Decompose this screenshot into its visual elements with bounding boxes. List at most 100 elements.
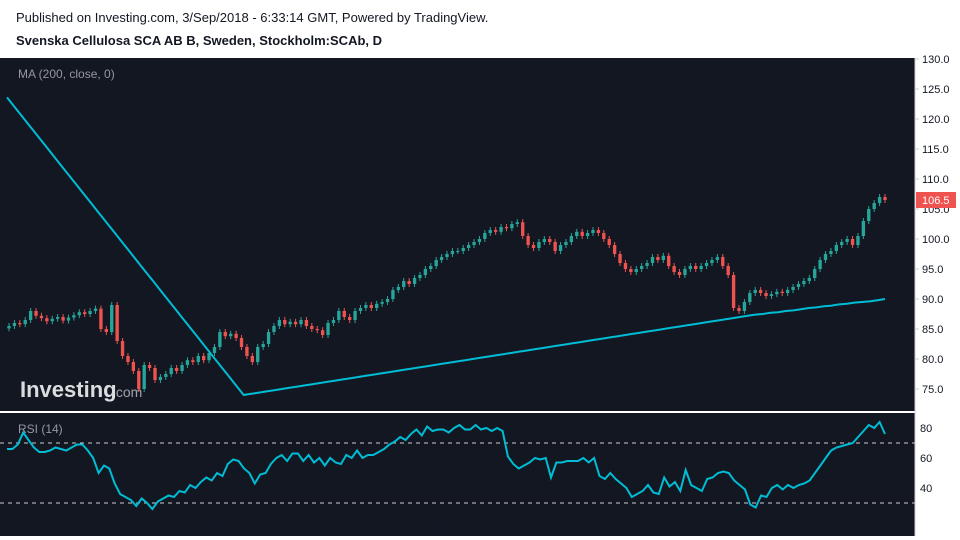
candlestick-series	[7, 194, 887, 392]
candle-body	[185, 360, 190, 365]
chart-background	[0, 58, 915, 536]
time-tick-label: Aug	[756, 522, 777, 534]
rsi-axis: 80 60 40	[920, 423, 932, 495]
candle-body	[229, 333, 233, 337]
candle-body	[83, 312, 87, 314]
logo-brand: Investing	[20, 377, 117, 402]
candle-body	[553, 242, 557, 251]
candle-body	[694, 266, 698, 269]
candle-body	[380, 302, 384, 304]
candle-body	[337, 311, 341, 320]
candle-body	[748, 293, 752, 302]
candle-body	[769, 294, 774, 296]
candle-body	[28, 311, 33, 320]
candle-body	[174, 368, 179, 371]
candle-body	[564, 242, 568, 245]
candle-body	[823, 254, 828, 260]
candle-body	[191, 360, 195, 362]
candle-body	[277, 320, 282, 326]
candle-body	[45, 318, 49, 322]
candle-body	[715, 257, 720, 260]
candle-body	[272, 326, 276, 332]
candle-body	[499, 227, 503, 232]
candle-body	[861, 221, 866, 236]
candle-body	[110, 305, 114, 332]
candle-body	[196, 356, 200, 362]
candle-body	[753, 290, 757, 293]
candle-body	[721, 257, 725, 266]
candle-body	[785, 290, 790, 293]
time-tick-label: May	[430, 522, 452, 534]
rsi-indicator-label: RSI (14)	[18, 422, 63, 436]
last-price-tag: 106.5	[916, 192, 956, 208]
price-axis: 130.0125.0120.0115.0110.0105.0100.095.09…	[915, 54, 950, 396]
candle-body	[234, 333, 238, 338]
candle-body	[304, 320, 309, 326]
candle-body	[61, 317, 65, 321]
candle-body	[115, 305, 119, 341]
candle-body	[396, 287, 401, 290]
candle-body	[293, 321, 298, 325]
symbol-title: Svenska Cellulosa SCA AB B, Sweden, Stoc…	[16, 33, 383, 48]
price-tick-label: 125.0	[922, 84, 950, 96]
candle-body	[510, 224, 514, 229]
candle-body	[731, 275, 736, 308]
candle-body	[288, 321, 292, 325]
candle-body	[12, 323, 17, 326]
candle-body	[618, 254, 622, 263]
candle-body	[840, 242, 844, 245]
rsi-tick-label: 40	[920, 483, 932, 495]
candle-body	[667, 255, 671, 266]
candle-body	[261, 344, 265, 347]
candle-body	[526, 236, 530, 245]
candle-body	[402, 281, 406, 287]
candle-body	[283, 320, 287, 325]
candle-body	[737, 308, 741, 311]
time-tick-label: Jul	[645, 522, 661, 534]
candle-body	[602, 233, 606, 239]
candle-body	[364, 305, 368, 308]
candle-body	[877, 197, 882, 203]
candle-body	[542, 239, 547, 242]
publish-info: Published on Investing.com, 3/Sep/2018 -…	[16, 10, 489, 25]
price-tick-label: 120.0	[922, 114, 950, 126]
candle-body	[423, 269, 428, 275]
candle-body	[867, 209, 871, 221]
candle-body	[677, 272, 682, 275]
ma-indicator-label: MA (200, close, 0)	[18, 67, 115, 81]
candle-body	[791, 287, 795, 290]
candle-body	[672, 266, 676, 272]
candle-body	[385, 299, 390, 302]
candle-body	[504, 227, 509, 229]
candle-body	[99, 308, 103, 329]
candle-body	[488, 230, 492, 233]
candle-body	[88, 311, 92, 314]
candle-body	[548, 239, 552, 242]
candle-body	[23, 320, 27, 325]
price-tick-label: 95.0	[922, 264, 943, 276]
candle-body	[726, 266, 730, 275]
rsi-levels	[0, 442, 915, 504]
candle-body	[483, 233, 487, 239]
candle-body	[72, 315, 76, 318]
candle-body	[120, 341, 125, 356]
candle-body	[266, 332, 271, 344]
candle-body	[472, 242, 476, 245]
candle-body	[407, 281, 411, 284]
candle-body	[872, 203, 876, 209]
rsi-line	[7, 420, 886, 511]
candle-body	[450, 251, 455, 254]
candle-body	[245, 347, 249, 356]
price-tick-label: 130.0	[922, 54, 950, 66]
candle-body	[537, 242, 541, 248]
candle-body	[699, 266, 703, 269]
price-tick-label: 75.0	[922, 384, 943, 396]
candle-body	[315, 329, 319, 331]
candle-body	[639, 266, 644, 269]
candle-body	[807, 278, 811, 281]
candle-body	[347, 317, 352, 320]
candle-body	[77, 312, 81, 316]
candle-body	[775, 291, 779, 295]
candle-body	[342, 311, 346, 317]
